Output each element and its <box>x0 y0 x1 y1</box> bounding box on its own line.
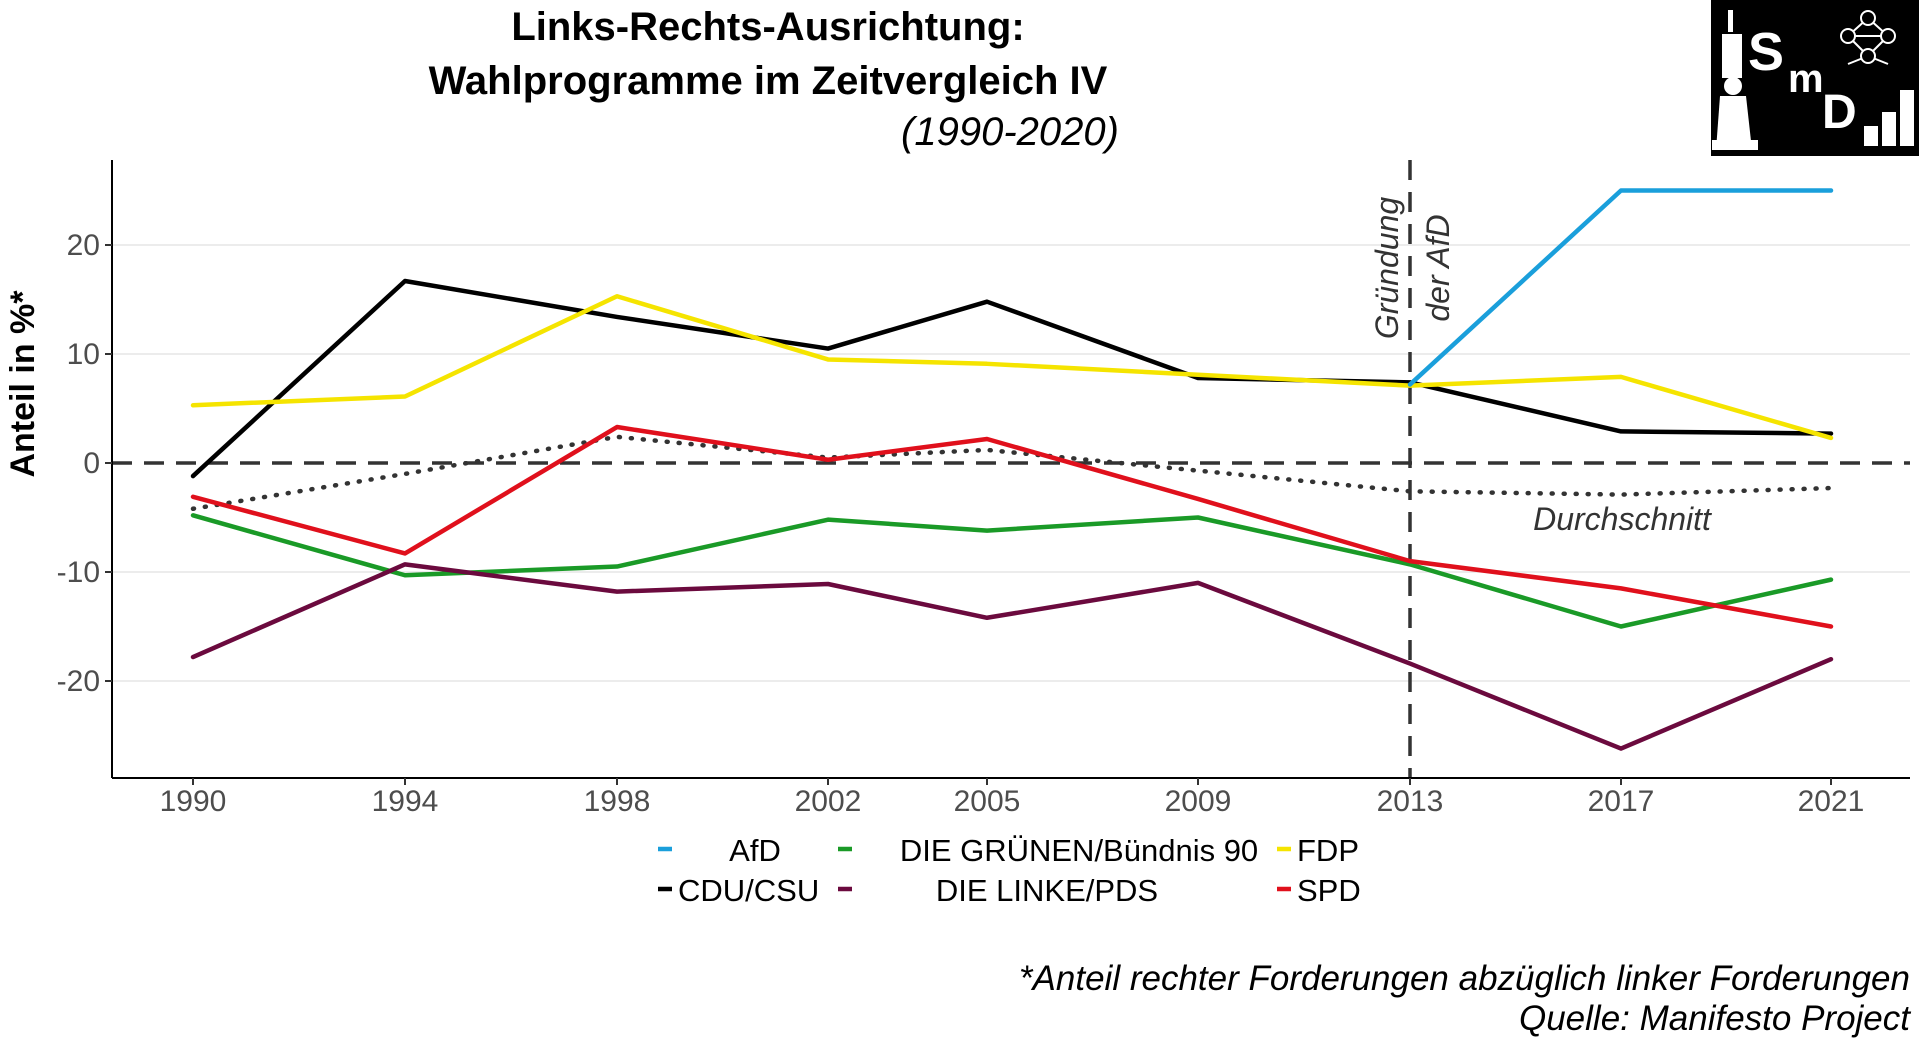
series-lines <box>190 188 1834 751</box>
logo-letter-d: D <box>1822 86 1857 139</box>
chart-title-line-1: Links-Rechts-Ausrichtung: <box>511 5 1024 49</box>
y-axis-label: Anteil in %* <box>4 290 42 478</box>
chart-title-line-2: Wahlprogramme im Zeitvergleich IV <box>429 59 1108 103</box>
x-tick-label-1994: 1994 <box>372 785 439 818</box>
vline-label-line-1: Gründung <box>1369 197 1405 340</box>
legend-label-cdu-csu: CDU/CSU <box>678 873 819 908</box>
series-line-spd <box>190 424 1834 629</box>
axes <box>111 160 1910 779</box>
caption-line-2: Quelle: Manifesto Project <box>1519 999 1911 1038</box>
x-tick-label-1990: 1990 <box>160 785 227 818</box>
legend-label-spd: SPD <box>1297 873 1361 908</box>
series-line-fdp <box>190 293 1834 441</box>
statue-of-liberty-icon <box>1712 10 1758 150</box>
network-icon <box>1840 10 1896 65</box>
legend-label-afd: AfD <box>729 833 781 868</box>
legend-item-spd: SPD <box>1277 873 1361 908</box>
chart-subtitle: (1990-2020) <box>901 110 1119 154</box>
logo-letter-s: S <box>1748 22 1784 82</box>
average-line <box>190 434 1834 512</box>
x-tick-label-1998: 1998 <box>584 785 651 818</box>
series-line-cdu-csu <box>190 278 1834 479</box>
gridlines <box>112 244 1910 682</box>
x-tick-label-2013: 2013 <box>1377 785 1444 818</box>
reference-lines <box>112 160 1910 778</box>
tick-labels: -20 -10 0 10 20 1990 1994 1998 2002 2005 2009 2013 2… <box>57 229 1865 818</box>
x-tick-label-2005: 2005 <box>954 785 1021 818</box>
vline-label-line-2: der AfD <box>1420 214 1456 321</box>
x-tick-label-2017: 2017 <box>1588 785 1655 818</box>
caption-line-1: *Anteil rechter Forderungen abzüglich li… <box>1019 959 1910 998</box>
legend-item-afd: AfD <box>658 833 781 868</box>
legend-item-fdp: FDP <box>1277 833 1359 868</box>
bar-chart-icon <box>1864 90 1914 146</box>
y-tick-label-20: 20 <box>67 229 100 262</box>
legend-label-gruene: DIE GRÜNEN/Bündnis 90 <box>900 833 1258 868</box>
logo-letter-m: m <box>1788 57 1824 101</box>
series-line-afd <box>1407 188 1834 387</box>
x-tick-label-2009: 2009 <box>1165 785 1232 818</box>
smd-logo: S m D <box>1711 0 1919 156</box>
legend-item-gruene: DIE GRÜNEN/Bündnis 90 <box>838 833 1258 868</box>
average-label: Durchschnitt <box>1533 501 1712 537</box>
y-tick-label-0: 0 <box>83 447 100 480</box>
legend-item-cdu-csu: CDU/CSU <box>658 873 819 908</box>
y-tick-label-10: 10 <box>67 338 100 371</box>
series-line-die-linke-pds <box>190 562 1834 751</box>
x-tick-label-2002: 2002 <box>795 785 862 818</box>
y-tick-label--20: -20 <box>57 665 100 698</box>
legend-label-linke: DIE LINKE/PDS <box>936 873 1158 908</box>
x-tick-label-2021: 2021 <box>1798 785 1865 818</box>
legend: AfD DIE GRÜNEN/Bündnis 90 FDP CDU/CSU DI… <box>658 833 1361 908</box>
y-tick-label--10: -10 <box>57 556 100 589</box>
legend-item-linke: DIE LINKE/PDS <box>838 873 1158 908</box>
legend-label-fdp: FDP <box>1297 833 1359 868</box>
